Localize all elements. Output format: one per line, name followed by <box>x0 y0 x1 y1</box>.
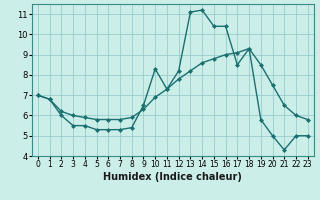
X-axis label: Humidex (Indice chaleur): Humidex (Indice chaleur) <box>103 172 242 182</box>
